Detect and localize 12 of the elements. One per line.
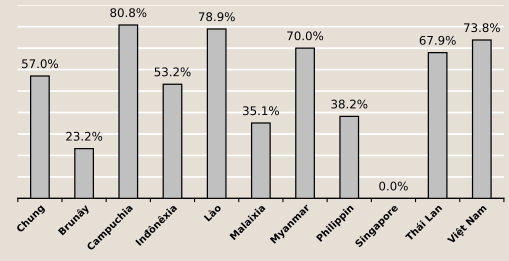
data-label: 35.1%: [243, 106, 279, 116]
data-label: 78.9%: [198, 12, 235, 22]
data-label: 53.2%: [154, 67, 191, 76]
x-tick-label: Lào: [203, 203, 222, 222]
data-label: 23.2%: [66, 132, 102, 141]
data-label: 38.2%: [331, 100, 368, 109]
data-label: 70.0%: [287, 31, 324, 40]
data-label: 80.8%: [110, 8, 146, 18]
data-label: 67.9%: [420, 36, 456, 45]
data-label: 57.0%: [22, 59, 58, 68]
data-label: 0.0%: [379, 182, 408, 191]
data-label: 73.8%: [464, 23, 500, 32]
